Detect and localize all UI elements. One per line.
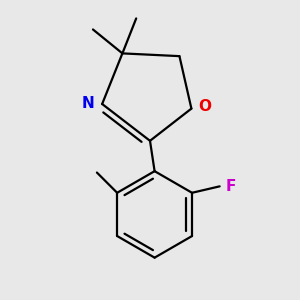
Text: O: O [198, 99, 211, 114]
Text: N: N [82, 97, 95, 112]
Text: F: F [225, 179, 236, 194]
